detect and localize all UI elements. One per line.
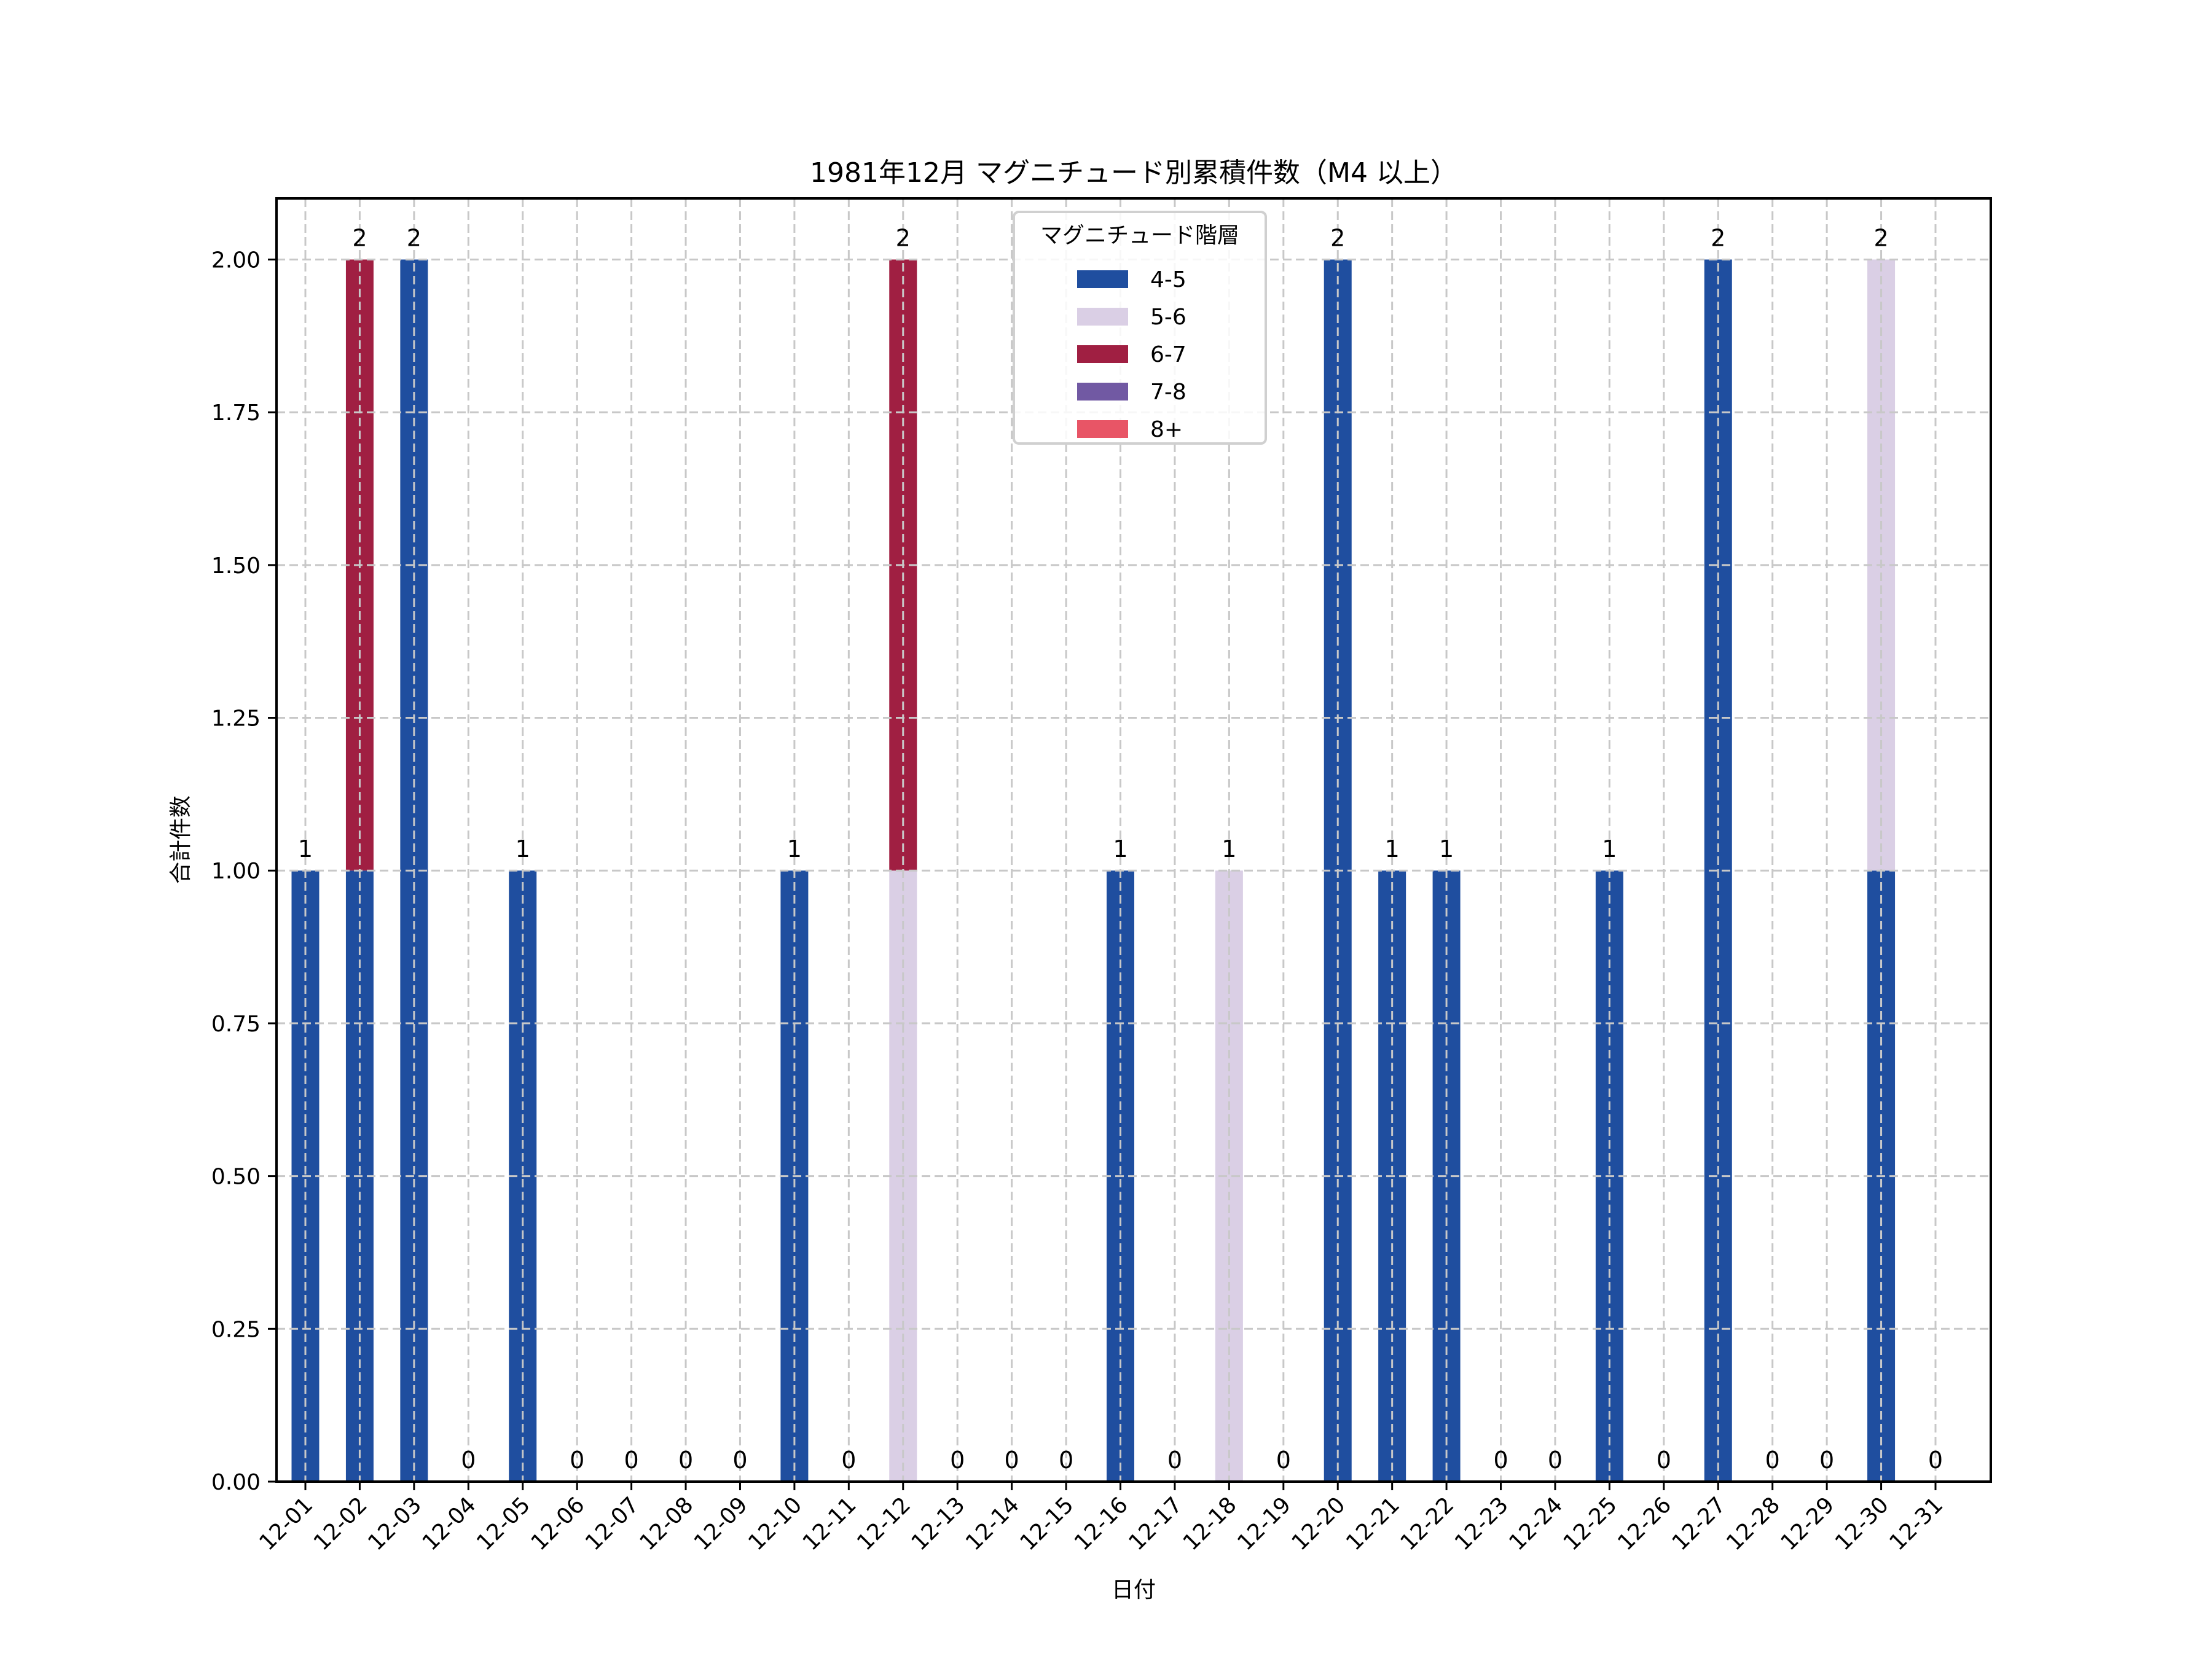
legend-label: 7-8: [1150, 380, 1186, 405]
bar-total-label: 0: [1005, 1447, 1019, 1474]
y-axis-label: 合計件数: [168, 795, 194, 884]
bar-total-label: 2: [1330, 224, 1345, 251]
x-tick-label: 12-19: [1233, 1492, 1296, 1555]
bar-total-label: 0: [570, 1447, 584, 1474]
x-tick-label: 12-17: [1124, 1492, 1187, 1555]
x-tick-label: 12-25: [1559, 1492, 1622, 1555]
x-tick-label: 12-29: [1776, 1492, 1840, 1555]
legend-box: [1013, 211, 1267, 445]
y-tick-label: 0.75: [211, 1012, 261, 1037]
y-axis: 0.00 0.25 0.50 0.75 1.00 1.25 1.50 1.75 2.00: [211, 248, 276, 1495]
y-tick-label: 1.50: [211, 553, 261, 579]
x-axis-label: 日付: [1112, 1577, 1156, 1603]
x-tick-label: 12-22: [1396, 1492, 1459, 1555]
bar-total-label: 0: [732, 1447, 747, 1474]
bar-total-label: 1: [298, 835, 313, 862]
bar-total-label: 0: [624, 1447, 639, 1474]
legend-label: 4-5: [1150, 267, 1186, 292]
y-tick-label: 1.25: [211, 706, 261, 732]
x-axis: 12-0112-0212-0312-0412-0512-0612-0712-08…: [254, 1482, 1948, 1555]
bar-total-label: 0: [1657, 1447, 1671, 1474]
x-tick-label: 12-14: [961, 1492, 1024, 1555]
x-tick-label: 12-10: [743, 1492, 807, 1555]
bar-total-label: 0: [1765, 1447, 1780, 1474]
x-tick-label: 12-15: [1015, 1492, 1078, 1555]
legend-label: 6-7: [1150, 342, 1186, 367]
legend-title: マグニチュード階層: [1040, 223, 1239, 248]
x-tick-label: 12-24: [1504, 1492, 1567, 1555]
y-tick-label: 1.75: [211, 401, 261, 426]
bar-total-label: 1: [1385, 835, 1400, 862]
bar-total-label: 0: [1059, 1447, 1073, 1474]
legend-swatch-6-7: [1077, 345, 1128, 363]
x-tick-label: 12-16: [1070, 1492, 1133, 1555]
plot-frame: [275, 197, 1992, 1483]
bar-value-labels: 1 2 2 0 1 0 0 0 0 1 0 2 0 0 0 1 0 1 0 2 1 1 0 0 1 0 2 0 0 2 0: [298, 224, 1943, 1474]
x-tick-label: 12-27: [1668, 1492, 1731, 1555]
bar-total-label: 1: [1439, 835, 1454, 862]
x-tick-label: 12-01: [254, 1492, 318, 1555]
bar-total-label: 1: [516, 835, 530, 862]
bar-total-label: 2: [352, 224, 367, 251]
bar-total-label: 0: [1276, 1447, 1291, 1474]
x-tick-label: 12-23: [1450, 1492, 1513, 1555]
bar-total-label: 0: [1928, 1447, 1943, 1474]
bar-total-label: 1: [1113, 835, 1128, 862]
bar-total-label: 0: [1167, 1447, 1182, 1474]
legend-swatch-4-5: [1077, 270, 1128, 288]
x-tick-label: 12-06: [527, 1492, 590, 1555]
legend-swatch-8+: [1077, 420, 1128, 438]
x-tick-label: 12-31: [1885, 1492, 1948, 1555]
x-tick-label: 12-30: [1830, 1492, 1894, 1555]
bar-total-label: 2: [407, 224, 422, 251]
bar-total-label: 0: [678, 1447, 693, 1474]
x-tick-label: 12-11: [798, 1492, 861, 1555]
bar-total-label: 0: [461, 1447, 476, 1474]
x-tick-label: 12-12: [852, 1492, 916, 1555]
x-tick-label: 12-05: [472, 1492, 535, 1555]
bar-total-label: 0: [841, 1447, 856, 1474]
legend-label: 5-6: [1150, 305, 1186, 330]
bar-total-label: 0: [1819, 1447, 1834, 1474]
bar-total-label: 2: [896, 224, 911, 251]
x-tick-label: 12-08: [635, 1492, 698, 1555]
bar-total-label: 1: [1602, 835, 1617, 862]
bar-total-label: 1: [787, 835, 802, 862]
y-tick-label: 0.00: [211, 1470, 261, 1495]
bar-total-label: 1: [1222, 835, 1236, 862]
bar-total-label: 0: [1493, 1447, 1508, 1474]
legend-swatch-7-8: [1077, 383, 1128, 401]
x-tick-label: 12-02: [309, 1492, 372, 1555]
x-tick-label: 12-21: [1341, 1492, 1405, 1555]
legend: マグニチュード階層 4-5 5-6 6-7 7-8 8+: [1013, 211, 1267, 445]
x-tick-label: 12-20: [1287, 1492, 1351, 1555]
x-tick-label: 12-18: [1179, 1492, 1242, 1555]
legend-swatch-5-6: [1077, 308, 1128, 326]
x-tick-label: 12-09: [689, 1492, 753, 1555]
x-tick-label: 12-03: [363, 1492, 426, 1555]
bar-total-label: 2: [1873, 224, 1888, 251]
y-tick-label: 0.50: [211, 1165, 261, 1190]
bar-total-label: 2: [1711, 224, 1725, 251]
legend-label: 8+: [1150, 417, 1183, 442]
y-tick-label: 1.00: [211, 859, 261, 884]
chart-title: 1981年12月 マグニチュード別累積件数（M4 以上）: [810, 157, 1457, 189]
bar-total-label: 0: [1548, 1447, 1563, 1474]
bar-total-label: 0: [950, 1447, 965, 1474]
x-tick-label: 12-07: [581, 1492, 644, 1555]
x-tick-label: 12-26: [1613, 1492, 1676, 1555]
x-tick-label: 12-28: [1722, 1492, 1785, 1555]
y-tick-label: 0.25: [211, 1317, 261, 1342]
x-tick-label: 12-04: [418, 1492, 481, 1555]
x-tick-label: 12-13: [907, 1492, 970, 1555]
y-tick-label: 2.00: [211, 248, 261, 273]
